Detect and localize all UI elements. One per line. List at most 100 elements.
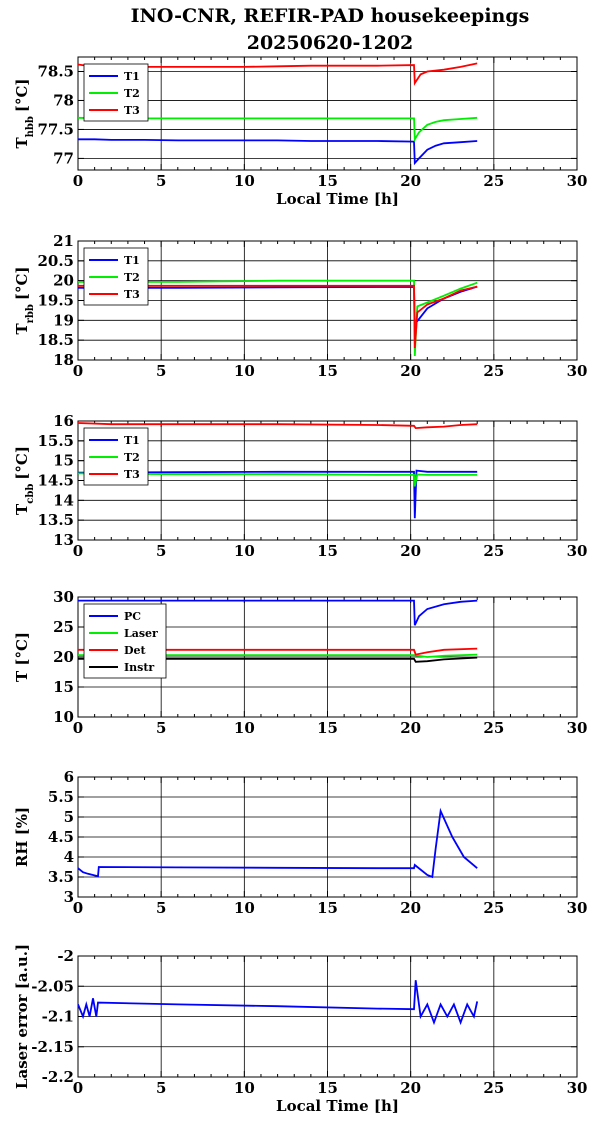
x-tick-label: 25 <box>483 1079 504 1097</box>
legend-label: T1 <box>124 434 140 447</box>
y-axis-label: Tcbb [°C] <box>13 446 36 515</box>
y-tick-label: 30 <box>53 588 74 606</box>
x-tick-label: 10 <box>234 542 255 560</box>
legend-label: Laser <box>124 627 158 640</box>
y-axis-label-main: T <box>13 323 31 335</box>
x-tick-label: 15 <box>317 719 338 737</box>
y-axis-label-main: RH [%] <box>13 807 31 867</box>
y-tick-label: 78 <box>53 91 74 109</box>
y-axis-label-unit: [°C] <box>13 78 31 112</box>
y-axis-label-main: T [°C] <box>13 632 31 682</box>
y-tick-label: 13.5 <box>37 511 74 529</box>
y-axis-label-sub: rbb <box>25 304 36 323</box>
series-line-pc <box>78 599 478 626</box>
legend-label: T3 <box>124 104 140 117</box>
y-tick-label: 5 <box>64 808 74 826</box>
x-tick-label: 30 <box>567 172 588 190</box>
panel-6: 0 5 10 15 20 25 30 -2.2 -2.15 -2.1 -2.05 -2 Laser er… <box>13 944 587 1115</box>
y-tick-label: 77 <box>53 149 74 167</box>
y-axis-label: Thbb [°C] <box>13 78 36 148</box>
y-axis-label-main: T <box>13 137 31 149</box>
y-axis-label-main: Laser error [a.u.] <box>13 944 31 1089</box>
x-tick-label: 20 <box>400 362 421 380</box>
x-tick-label: 30 <box>567 899 588 917</box>
x-tick-label: 25 <box>483 719 504 737</box>
x-tick-label: 0 <box>73 362 83 380</box>
x-tick-label: 10 <box>234 899 255 917</box>
y-tick-label: 4.5 <box>48 828 74 846</box>
legend-label: Instr <box>124 661 154 674</box>
y-axis-label: Laser error [a.u.] <box>13 944 31 1089</box>
y-tick-label: 78.5 <box>37 62 74 80</box>
legend-label: T2 <box>124 87 140 100</box>
y-tick-label: 14.5 <box>37 472 74 490</box>
y-axis-label: T [°C] <box>13 632 31 682</box>
panel-4: 0 5 10 15 20 25 30 10 15 20 25 30 PC Laser Det Instr T [… <box>13 588 587 737</box>
series-line-series-1 <box>78 807 478 879</box>
x-axis-label: Local Time [h] <box>276 1097 399 1115</box>
legend-label: T1 <box>124 70 140 83</box>
x-tick-label: 20 <box>400 1079 421 1097</box>
x-tick-label: 25 <box>483 899 504 917</box>
x-tick-label: 25 <box>483 542 504 560</box>
x-tick-label: 0 <box>73 172 83 190</box>
x-tick-label: 15 <box>317 172 338 190</box>
legend-label: T3 <box>124 288 140 301</box>
series-line-laser <box>78 653 478 658</box>
x-tick-label: 0 <box>73 899 83 917</box>
x-tick-label: 10 <box>234 719 255 737</box>
x-tick-label: 5 <box>156 362 166 380</box>
series-line-t1 <box>78 138 478 166</box>
y-axis-label: Trbb [°C] <box>13 266 36 334</box>
x-tick-label: 10 <box>234 172 255 190</box>
y-tick-label: 3.5 <box>48 868 74 886</box>
y-tick-label: 16 <box>53 412 74 430</box>
y-tick-label: 77.5 <box>37 120 74 138</box>
x-tick-label: 15 <box>317 1079 338 1097</box>
x-tick-label: 25 <box>483 172 504 190</box>
x-tick-label: 0 <box>73 1079 83 1097</box>
legend-label: T2 <box>124 451 140 464</box>
x-tick-label: 5 <box>156 719 166 737</box>
y-tick-label: 15 <box>53 452 74 470</box>
y-tick-label: 21 <box>53 232 74 250</box>
y-tick-label: 6 <box>64 768 74 786</box>
y-tick-label: 3 <box>64 888 74 906</box>
y-tick-label: 18.5 <box>37 331 74 349</box>
legend-label: T2 <box>124 271 140 284</box>
y-axis-label-sub: cbb <box>25 484 36 504</box>
legend-label: PC <box>124 610 141 623</box>
y-tick-label: -2.2 <box>42 1068 74 1086</box>
x-tick-label: 5 <box>156 172 166 190</box>
x-tick-label: 0 <box>73 719 83 737</box>
y-axis-label-unit: [°C] <box>13 446 31 480</box>
x-tick-label: 15 <box>317 542 338 560</box>
y-tick-label: 5.5 <box>48 788 74 806</box>
series-line-series-1 <box>78 980 479 1026</box>
y-axis-label-sub: hbb <box>25 116 36 137</box>
y-tick-label: 20 <box>53 272 74 290</box>
legend-label: Det <box>124 644 147 657</box>
series-line-t2 <box>78 279 478 357</box>
x-tick-label: 15 <box>317 362 338 380</box>
x-tick-label: 20 <box>400 542 421 560</box>
y-tick-label: -2.1 <box>42 1008 74 1026</box>
y-tick-label: 19.5 <box>37 292 74 310</box>
legend-label: T3 <box>124 468 140 481</box>
y-tick-label: 19 <box>53 311 74 329</box>
y-tick-label: -2.15 <box>31 1038 74 1056</box>
x-tick-label: 25 <box>483 362 504 380</box>
series-line-t2 <box>78 116 478 143</box>
panel-1: 0 5 10 15 20 25 30 77 77.5 78 78.5 T1 T2 T3 Thbb [°C] Lo… <box>13 56 588 208</box>
y-axis-label-main: T <box>13 503 31 515</box>
y-tick-label: 14 <box>53 491 74 509</box>
y-tick-label: 20 <box>53 648 74 666</box>
series-line-t3 <box>78 422 478 430</box>
x-axis-label: Local Time [h] <box>276 190 399 208</box>
panel-5: 0 5 10 15 20 25 30 3 3.5 4 4.5 5 5.5 6 RH [%] <box>13 768 587 917</box>
y-tick-label: 25 <box>53 618 74 636</box>
x-tick-label: 30 <box>567 1079 588 1097</box>
x-tick-label: 30 <box>567 362 588 380</box>
